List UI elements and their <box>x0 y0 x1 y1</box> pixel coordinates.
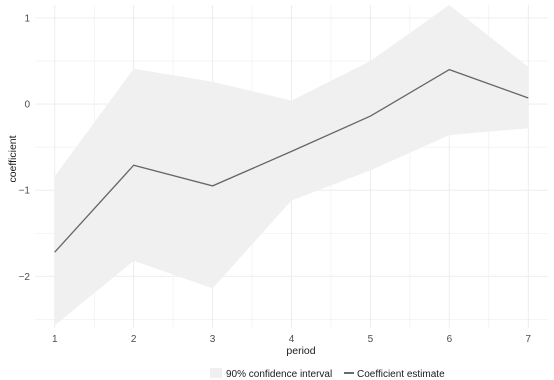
y-axis-title: coefficient <box>7 135 19 182</box>
x-tick-label: 7 <box>525 334 531 345</box>
x-tick-label: 5 <box>368 334 374 345</box>
confidence-band <box>54 5 529 326</box>
y-tick-label: −1 <box>19 186 31 197</box>
x-tick-label: 2 <box>131 334 137 345</box>
x-axis-ticks: 1 2 3 4 5 6 7 <box>52 334 532 345</box>
legend-label-confidence-band: 90% confidence interval <box>226 369 332 380</box>
x-axis-title: period <box>286 345 315 357</box>
legend-key-confidence-band <box>210 368 222 378</box>
x-tick-label: 3 <box>210 334 216 345</box>
coefficient-estimate-line <box>54 68 529 253</box>
legend: 90% confidence interval Coefficient esti… <box>210 368 445 380</box>
y-tick-label: 0 <box>24 100 30 111</box>
x-tick-label: 6 <box>447 334 453 345</box>
x-tick-label: 4 <box>289 334 295 345</box>
x-tick-label: 1 <box>52 334 58 345</box>
y-axis-ticks: −2 −1 0 1 <box>19 13 31 282</box>
y-tick-label: 1 <box>24 13 30 24</box>
data-points <box>54 69 529 253</box>
y-tick-label: −2 <box>19 272 31 283</box>
legend-label-coefficient-estimate: Coefficient estimate <box>357 369 445 380</box>
